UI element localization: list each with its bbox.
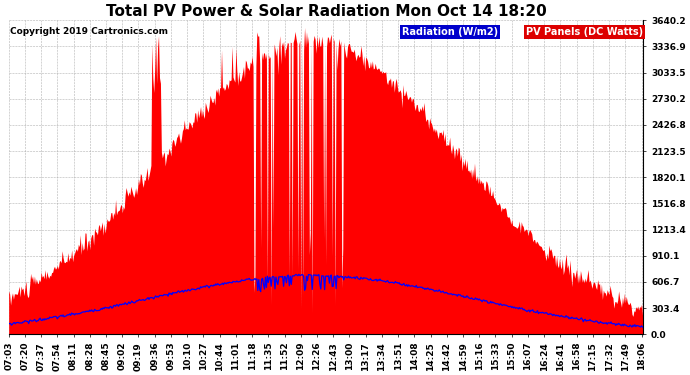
Text: PV Panels (DC Watts): PV Panels (DC Watts) [526,27,643,37]
Text: Radiation (W/m2): Radiation (W/m2) [402,27,498,37]
Title: Total PV Power & Solar Radiation Mon Oct 14 18:20: Total PV Power & Solar Radiation Mon Oct… [106,4,546,19]
Text: Copyright 2019 Cartronics.com: Copyright 2019 Cartronics.com [10,27,168,36]
